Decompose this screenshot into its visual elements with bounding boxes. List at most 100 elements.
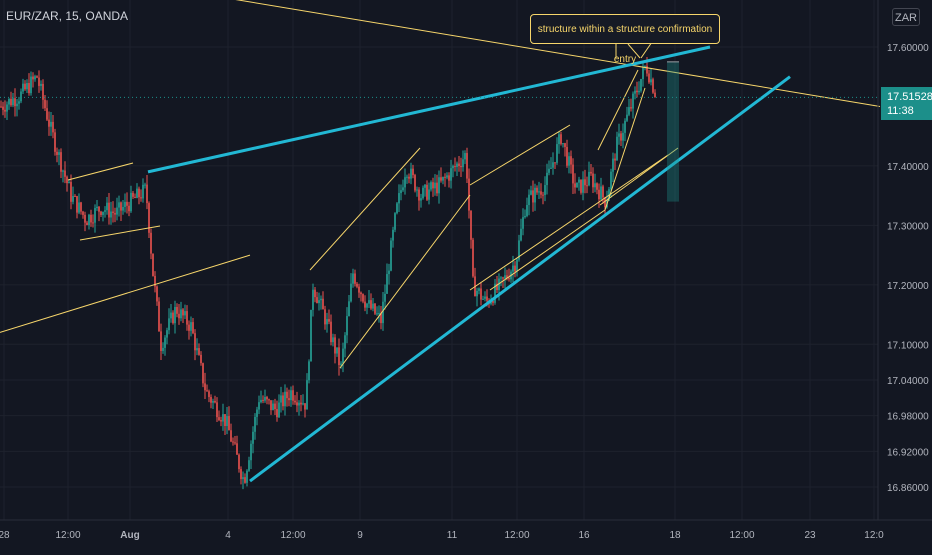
annotation-callout[interactable]: structure within a structure confirmatio… [530,14,720,65]
candle-body [302,403,304,405]
candle-body [292,390,294,401]
candle-body [312,289,314,310]
candle-body [322,298,324,310]
candle-body [496,283,498,291]
candle-body [482,298,484,300]
candle-body [60,152,62,172]
candle-body [414,175,416,191]
candle-body [188,324,190,331]
candle-body [654,92,656,98]
candle-body [502,277,504,279]
channel-line[interactable] [469,154,669,291]
price-tick-label: 17.20000 [887,281,929,292]
price-tick-label: 17.60000 [887,43,929,54]
candle-body [22,83,24,92]
candle-body [518,240,520,260]
candle-body [514,265,516,272]
candle-body [574,183,576,188]
symbol-header[interactable]: EUR/ZAR, 15, OANDA [6,9,129,23]
candle-body [432,182,434,189]
candle-body [450,168,452,181]
channel-line[interactable] [67,162,134,181]
candle-body [194,333,196,351]
time-tick-label: 12:00 [504,530,529,541]
candle-body [468,178,470,211]
position-marker[interactable] [667,61,679,202]
channel-line[interactable] [339,194,471,369]
channel-line[interactable] [597,69,639,151]
candle-body [412,168,414,176]
candle-body [134,196,136,198]
candle-body [66,176,68,184]
candle-body [298,402,300,406]
trendline[interactable] [147,45,711,174]
candle-body [512,265,514,272]
candle-body [182,309,184,316]
candle-body [276,409,278,418]
candle-body [472,239,474,277]
candle-body [550,167,552,169]
candle-body [296,402,298,406]
candle-body [560,134,562,144]
candle-body [226,416,228,427]
candle-body [330,321,332,343]
candle-body [604,197,606,208]
candle-body [34,76,36,80]
candle-body [538,191,540,193]
trendline[interactable] [249,75,791,483]
candle-body [30,76,32,94]
candle-body [184,311,186,316]
candle-body [398,193,400,204]
candle-body [74,195,76,197]
candle-body [138,188,140,198]
candle-body [26,83,28,90]
candle-body [532,190,534,203]
candle-body [142,184,144,199]
candle-body [650,79,652,83]
candle-body [306,380,308,410]
candle-body [612,158,614,172]
price-tick-label: 17.30000 [887,221,929,232]
trendline[interactable] [0,254,251,333]
candle-body [566,146,568,166]
candle-body [340,363,342,366]
candle-body [172,312,174,324]
candle-body [618,133,620,137]
candle-body [352,273,354,284]
channel-line[interactable] [469,124,571,186]
candle-body [592,173,594,188]
candle-body [38,77,40,86]
candle-body [536,187,538,193]
channel-line[interactable] [79,225,161,241]
candle-body [300,402,302,405]
candle-body [614,158,616,161]
time-tick-label: 28 [0,530,10,541]
candle-body [114,213,116,215]
candle-body [240,469,242,480]
currency-button[interactable]: ZAR [892,8,920,26]
candle-body [104,210,106,212]
candle-body [370,300,372,309]
candle-body [268,399,270,401]
channel-line[interactable] [489,209,606,291]
candle-body [256,409,258,417]
candle-body [346,316,348,336]
candle-body [72,195,74,202]
channel-line[interactable] [309,147,421,271]
candle-body [310,309,312,362]
price-tick-label: 17.40000 [887,162,929,173]
channel-line[interactable] [604,87,646,211]
candle-body [18,101,20,104]
channel-line[interactable] [640,41,653,59]
candle-body [192,322,194,334]
candle-body [374,303,376,314]
candle-body [356,283,358,287]
time-tick-label: 12:00 [729,530,754,541]
candle-body [486,296,488,301]
candle-body [358,286,360,293]
candle-body [470,210,472,240]
candle-body [448,175,450,181]
candle-body [320,298,322,301]
